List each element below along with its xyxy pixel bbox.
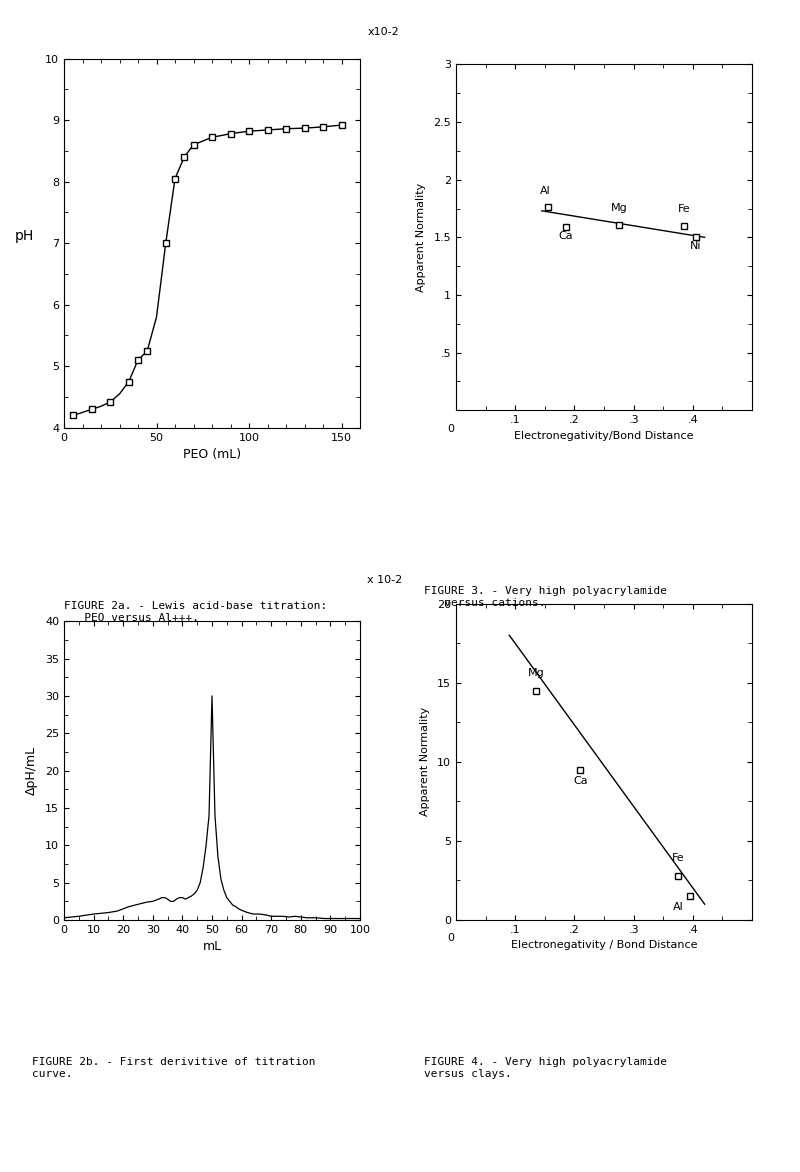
Text: FIGURE 3. - Very high polyacrylamide
   versus cations.: FIGURE 3. - Very high polyacrylamide ver… <box>424 586 667 607</box>
Text: Mg: Mg <box>527 668 544 677</box>
Text: 0: 0 <box>447 933 454 942</box>
Text: x 10-2: x 10-2 <box>367 574 402 585</box>
Text: Fe: Fe <box>678 204 690 214</box>
X-axis label: Electronegativity/Bond Distance: Electronegativity/Bond Distance <box>514 430 694 441</box>
Text: Al: Al <box>673 902 683 912</box>
Text: Fe: Fe <box>672 853 684 863</box>
Text: Ca: Ca <box>573 776 588 785</box>
X-axis label: mL: mL <box>202 940 222 954</box>
Y-axis label: ΔpH/mL: ΔpH/mL <box>25 747 38 795</box>
Text: Ni: Ni <box>690 241 702 251</box>
Text: Ca: Ca <box>558 231 573 240</box>
X-axis label: Electronegativity / Bond Distance: Electronegativity / Bond Distance <box>510 940 698 950</box>
Y-axis label: pH: pH <box>14 230 34 244</box>
Text: Mg: Mg <box>610 203 627 213</box>
Y-axis label: Apparent Normality: Apparent Normality <box>417 183 426 292</box>
Text: x10-2: x10-2 <box>367 27 399 36</box>
Y-axis label: Apparent Normality: Apparent Normality <box>420 707 430 817</box>
Text: 0: 0 <box>447 424 454 434</box>
Text: FIGURE 2b. - First derivitive of titration
curve.: FIGURE 2b. - First derivitive of titrati… <box>32 1057 315 1078</box>
Text: FIGURE 2a. - Lewis acid-base titration:
   PEO versus Al+++.: FIGURE 2a. - Lewis acid-base titration: … <box>64 601 327 622</box>
Text: Al: Al <box>539 186 550 196</box>
Text: FIGURE 4. - Very high polyacrylamide
versus clays.: FIGURE 4. - Very high polyacrylamide ver… <box>424 1057 667 1078</box>
X-axis label: PEO (mL): PEO (mL) <box>183 448 241 462</box>
